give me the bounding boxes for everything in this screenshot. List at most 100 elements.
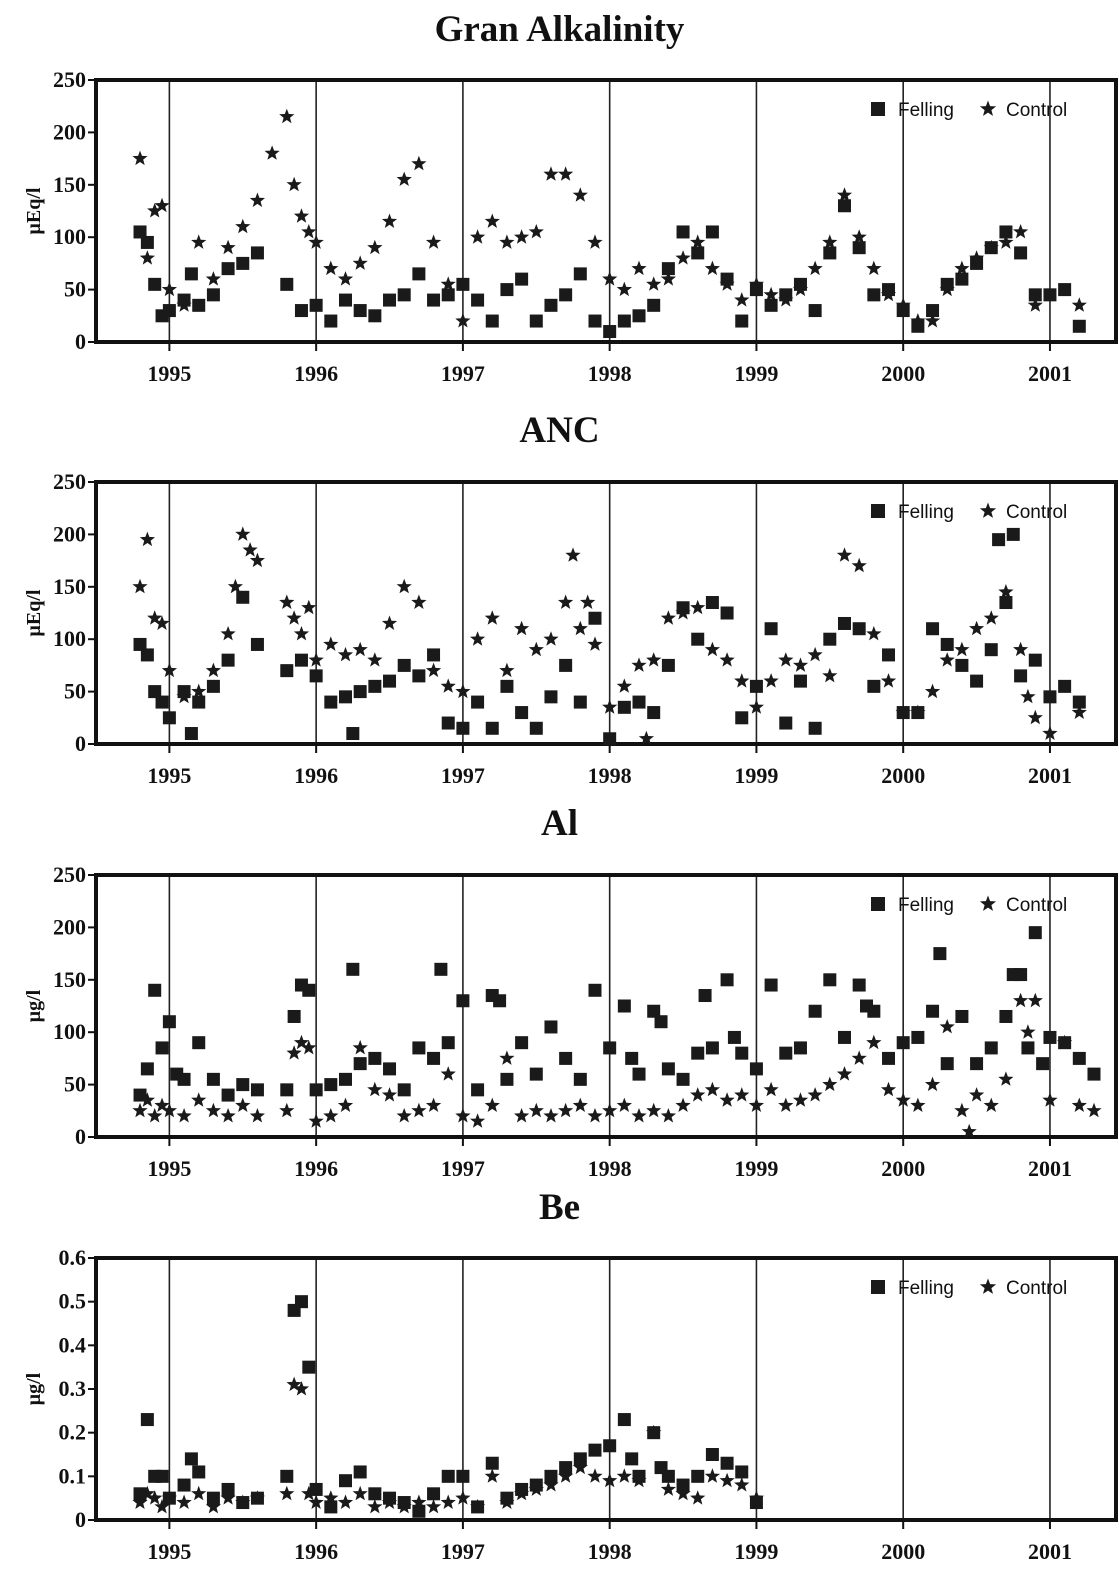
control-point [836,187,853,202]
control-point [352,255,368,270]
chart-anc: 0 50 100 150 200 250 1995 1996 1997 1998 1999 2000 2… [23,469,1118,788]
control-point [381,1087,398,1102]
control-point [748,276,764,291]
control-point [396,171,412,186]
legend-felling-marker [871,504,885,518]
felling-point [720,1456,734,1470]
legend-felling-marker [871,102,885,116]
control-point [543,1108,559,1123]
felling-point [148,277,162,291]
felling-point [456,721,470,735]
control-point [220,1108,236,1123]
control-point [851,1050,867,1065]
y-tick-label: 100 [53,224,86,249]
control-point [1020,1024,1036,1039]
control-point [1027,297,1043,312]
control-point [301,224,317,239]
felling-point [779,1046,793,1060]
felling-point [573,267,587,281]
control-point [484,610,500,625]
felling-point [500,1072,514,1086]
felling-point [236,1078,250,1092]
control-point [660,271,676,286]
felling-point [955,1009,969,1023]
felling-point [926,1004,940,1018]
control-point [778,292,794,307]
felling-point [735,314,749,328]
control-point [514,620,530,636]
felling-point [471,1083,485,1097]
control-point [778,652,794,667]
panel-al: Al 0 50 100 150 200 250 1995 1996 1997 1998 1999 20… [0,795,1119,1190]
chart-title: Al [541,803,578,844]
control-point [675,250,691,265]
control-point [719,1092,735,1107]
control-point [249,1108,265,1123]
felling-point [573,1452,587,1466]
felling-point [999,596,1013,610]
control-point [734,673,750,688]
panel-anc: ANC 0 50 100 150 200 250 1995 1996 1997 1998 1999 2… [0,402,1119,807]
control-point [969,250,985,265]
control-point [323,260,339,276]
felling-point [1021,1041,1035,1055]
control-point [161,281,177,297]
control-point [895,1092,911,1107]
control-point [308,652,324,667]
control-point [514,1485,530,1501]
x-tick-label: 2001 [1028,763,1072,788]
felling-point [302,983,316,997]
y-tick-label: 50 [64,1072,86,1097]
felling-point [515,272,529,286]
felling-point [177,1478,191,1492]
felling-point [412,669,426,683]
x-tick-label: 1996 [294,1539,338,1564]
felling-point [338,293,352,307]
felling-point [324,1500,338,1514]
legend-control-label: Control [1006,100,1067,121]
control-point [279,1102,295,1118]
control-point [301,1039,317,1055]
panel-be: Be 0 0.1 0.2 0.3 0.4 0.5 0.6 1995 1996 1997 1998 19… [0,1178,1119,1572]
control-point [235,1097,251,1112]
control-point [528,641,544,657]
control-point [939,652,955,667]
control-point [323,1108,339,1123]
control-point [704,1081,720,1097]
control-point [205,271,221,286]
control-point [646,276,662,291]
control-point [249,552,265,568]
felling-point [573,1072,587,1086]
legend-felling-label: Felling [898,502,954,523]
chart-gran-alkalinity: 0 50 100 150 200 250 1995 1996 1997 1998 1999 2000 2… [23,67,1118,386]
control-point [205,1102,221,1118]
y-tick-label: 0.3 [59,1376,87,1401]
felling-point [588,611,602,625]
felling-point [970,1057,984,1071]
control-point [690,599,706,615]
control-point [205,662,221,678]
x-tick-label: 1998 [588,361,632,386]
felling-point [1072,319,1086,333]
felling-point [427,648,441,662]
control-point [646,1424,662,1440]
felling-point [280,664,294,678]
felling-point [471,695,485,709]
felling-point [764,298,778,312]
felling-point [661,658,675,672]
legend-felling-label: Felling [898,1278,954,1299]
control-point [969,620,985,636]
control-point [132,578,148,594]
control-point [381,1494,398,1509]
felling-point [346,727,360,741]
control-point [139,1485,155,1501]
control-point [411,594,427,609]
control-point [880,673,897,688]
y-tick-label: 0 [75,731,86,756]
felling-point [192,1036,206,1050]
control-point [440,678,456,693]
control-point [543,631,559,646]
felling-point [896,1036,910,1050]
control-point [866,626,882,641]
control-point [411,155,427,171]
